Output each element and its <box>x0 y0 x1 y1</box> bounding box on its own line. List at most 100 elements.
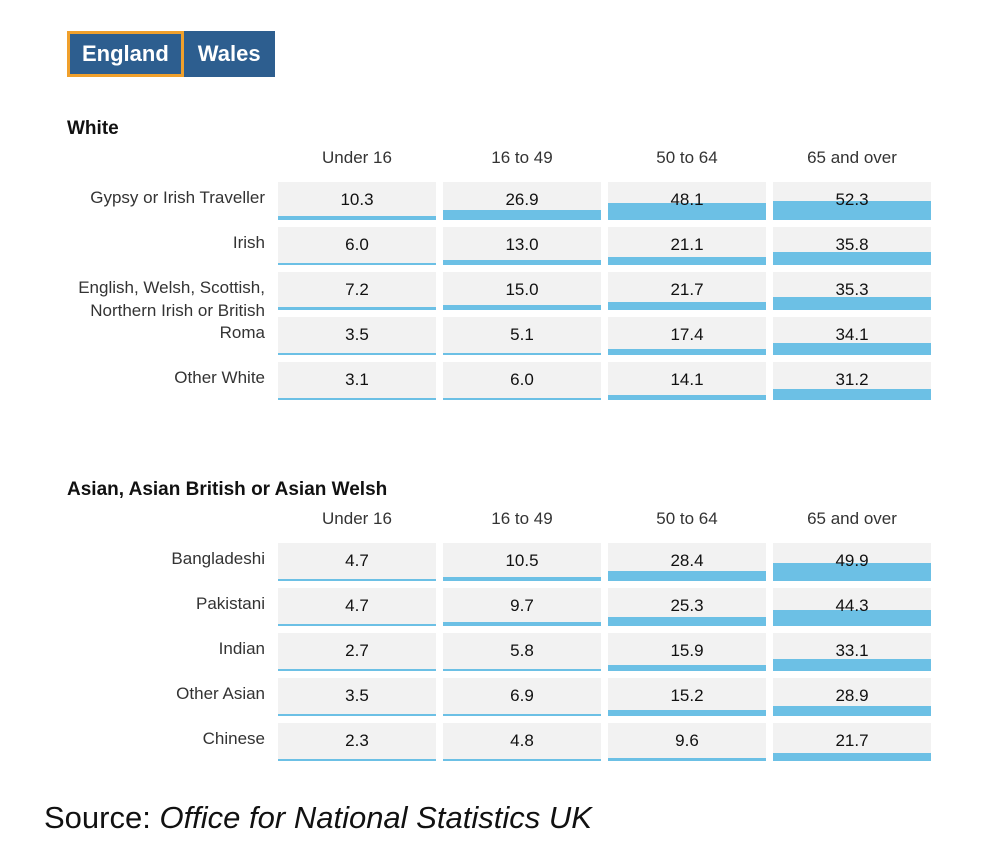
cell-value: 44.3 <box>835 596 869 615</box>
value-bar <box>608 616 766 626</box>
value-bar <box>278 262 436 265</box>
cell-value: 25.3 <box>670 596 704 615</box>
table-cell: 6.9 <box>443 678 601 716</box>
table-cell: 21.7 <box>608 272 766 310</box>
table-cell: 35.3 <box>773 272 931 310</box>
value-bar <box>278 216 436 220</box>
table-cell: 31.2 <box>773 362 931 400</box>
cell-value: 26.9 <box>505 190 539 209</box>
table-cell: 5.8 <box>443 633 601 671</box>
cell-value: 5.1 <box>510 325 534 344</box>
table-cell: 34.1 <box>773 317 931 355</box>
row-label: Gypsy or Irish Traveller <box>90 188 265 207</box>
cell-value: 15.0 <box>505 280 539 299</box>
cell-value: 31.2 <box>835 370 869 389</box>
value-bar <box>773 342 931 355</box>
value-bar <box>443 759 601 761</box>
table-cell: 9.6 <box>608 723 766 761</box>
column-header: 50 to 64 <box>656 148 718 167</box>
table-cell: 3.5 <box>278 678 436 716</box>
value-bar <box>278 353 436 355</box>
cell-value: 6.9 <box>510 686 534 705</box>
value-bar <box>608 570 766 581</box>
table-cell: 4.8 <box>443 723 601 761</box>
table-cell: 5.1 <box>443 317 601 355</box>
value-bar <box>608 757 766 761</box>
cell-value: 48.1 <box>670 190 704 209</box>
table-cell: 35.8 <box>773 227 931 265</box>
row-label: Bangladeshi <box>171 549 265 568</box>
value-bar <box>773 251 931 265</box>
table-cell: 4.7 <box>278 588 436 626</box>
cell-value: 52.3 <box>835 190 869 209</box>
value-bar <box>443 304 601 310</box>
cell-value: 2.3 <box>345 731 369 750</box>
table-cell: 28.9 <box>773 678 931 716</box>
table-cell: 15.2 <box>608 678 766 716</box>
value-bar <box>278 398 436 400</box>
cell-value: 21.1 <box>670 235 704 254</box>
cell-value: 3.5 <box>345 325 369 344</box>
cell-value: 6.0 <box>510 370 534 389</box>
cell-value: 21.7 <box>835 731 869 750</box>
value-bar <box>278 714 436 716</box>
row-label: Other White <box>174 368 265 387</box>
value-bar <box>443 260 601 265</box>
column-header: 50 to 64 <box>656 509 718 528</box>
value-bar <box>278 579 436 581</box>
cell-value: 3.5 <box>345 686 369 705</box>
cell-value: 49.9 <box>835 551 869 570</box>
source-name: Office for National Statistics UK <box>159 800 592 835</box>
value-bar <box>608 665 766 671</box>
value-bar <box>443 713 601 716</box>
cell-value: 5.8 <box>510 641 534 660</box>
column-header: Under 16 <box>322 148 392 167</box>
row-label: English, Welsh, Scottish, Northern Irish… <box>78 278 265 320</box>
value-bar <box>278 307 436 310</box>
value-bar <box>278 624 436 626</box>
row-label: Roma <box>219 323 265 342</box>
cell-value: 17.4 <box>670 325 704 344</box>
value-bar <box>773 705 931 716</box>
table-cell: 28.4 <box>608 543 766 581</box>
table-cell: 2.3 <box>278 723 436 761</box>
cell-value: 13.0 <box>505 235 539 254</box>
cell-value: 2.7 <box>345 641 369 660</box>
table-cell: 10.3 <box>278 182 436 220</box>
tab-wales[interactable]: Wales <box>183 31 275 77</box>
value-bar <box>443 353 601 355</box>
table-cell: 48.1 <box>608 182 766 220</box>
table-cell: 17.4 <box>608 317 766 355</box>
table-cell: 14.1 <box>608 362 766 400</box>
table-cell: 10.5 <box>443 543 601 581</box>
value-bar <box>608 348 766 355</box>
row-label: Other Asian <box>176 684 265 703</box>
value-bar <box>443 397 601 400</box>
table-cell: 6.0 <box>443 362 601 400</box>
value-bar <box>773 609 931 626</box>
row-label: Irish <box>232 233 265 252</box>
cell-value: 3.1 <box>345 370 369 389</box>
value-bar <box>608 302 766 310</box>
cell-value: 28.9 <box>835 686 869 705</box>
cell-value: 14.1 <box>670 370 704 389</box>
source-prefix: Source: <box>44 800 160 835</box>
value-bar <box>443 622 601 626</box>
cell-value: 9.7 <box>510 596 534 615</box>
table-cell: 4.7 <box>278 543 436 581</box>
cell-value: 9.6 <box>675 731 699 750</box>
row-label: Pakistani <box>196 594 265 613</box>
column-header: 16 to 49 <box>491 509 553 528</box>
value-bar <box>443 668 601 671</box>
tab-england[interactable]: England <box>67 31 184 77</box>
section-title: Asian, Asian British or Asian Welsh <box>67 479 388 500</box>
table-cell: 44.3 <box>773 588 931 626</box>
table-cell: 26.9 <box>443 182 601 220</box>
table-cell: 33.1 <box>773 633 931 671</box>
table-cell: 15.9 <box>608 633 766 671</box>
cell-value: 35.8 <box>835 235 869 254</box>
cell-value: 28.4 <box>670 551 704 570</box>
table-cell: 21.7 <box>773 723 931 761</box>
row-label: Indian <box>218 639 265 658</box>
table-cell: 15.0 <box>443 272 601 310</box>
